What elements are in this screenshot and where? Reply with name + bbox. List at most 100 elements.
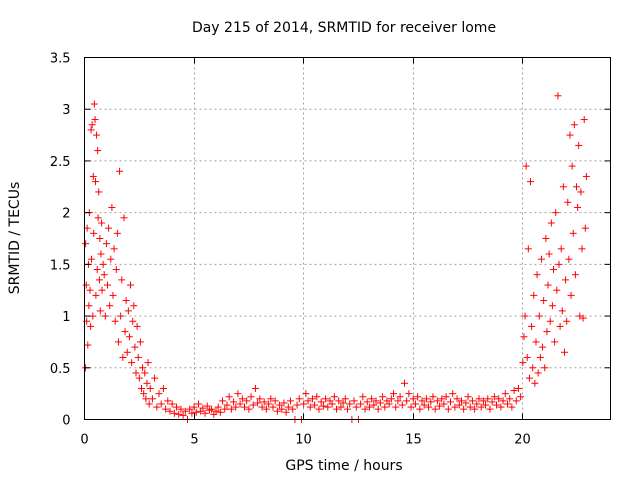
data-point xyxy=(123,348,131,356)
data-point xyxy=(148,395,156,403)
data-point xyxy=(493,401,501,409)
data-point xyxy=(311,401,319,409)
data-point xyxy=(359,393,367,401)
y-tick-label: 3.5 xyxy=(50,52,71,67)
data-point xyxy=(96,307,104,315)
data-point xyxy=(295,395,303,403)
data-point xyxy=(89,172,97,180)
data-point xyxy=(216,408,224,416)
data-point xyxy=(560,348,568,356)
data-point xyxy=(479,397,487,405)
data-point xyxy=(573,183,581,191)
data-points xyxy=(82,92,590,423)
data-point xyxy=(179,411,187,419)
data-point xyxy=(159,384,167,392)
data-point xyxy=(579,314,587,322)
data-point xyxy=(265,400,273,408)
data-point xyxy=(131,343,139,351)
data-point xyxy=(365,403,373,411)
data-point xyxy=(98,219,106,227)
data-point xyxy=(477,403,485,411)
data-point xyxy=(559,183,567,191)
data-point xyxy=(258,403,266,411)
data-point xyxy=(497,403,505,411)
data-point xyxy=(379,393,387,401)
y-tick-label: 0 xyxy=(62,414,70,429)
data-point xyxy=(136,338,144,346)
data-point xyxy=(166,407,174,415)
data-point xyxy=(111,317,119,325)
data-point xyxy=(522,162,530,170)
data-point xyxy=(555,260,563,268)
data-point xyxy=(232,403,240,411)
data-point xyxy=(581,224,589,232)
data-point xyxy=(143,379,151,387)
data-point xyxy=(133,322,141,330)
data-point xyxy=(269,403,277,411)
data-point xyxy=(330,393,338,401)
data-point xyxy=(431,405,439,413)
data-point xyxy=(457,397,465,405)
data-point xyxy=(110,245,118,253)
data-point xyxy=(105,224,113,232)
data-point xyxy=(396,393,404,401)
data-point xyxy=(101,312,109,320)
data-point xyxy=(132,369,140,377)
data-point xyxy=(92,291,100,299)
data-point xyxy=(563,317,571,325)
data-point xyxy=(381,403,389,411)
data-point xyxy=(129,317,137,325)
data-point xyxy=(429,393,437,401)
data-point xyxy=(238,395,246,403)
data-point xyxy=(529,364,537,372)
data-point xyxy=(564,198,572,206)
data-point xyxy=(525,374,533,382)
data-point xyxy=(82,240,90,248)
x-tick-labels: 0 5 10 15 20 xyxy=(80,433,530,448)
data-point xyxy=(551,338,559,346)
data-point xyxy=(580,116,588,124)
data-point xyxy=(87,322,95,330)
data-point xyxy=(94,147,102,155)
data-point xyxy=(300,400,308,408)
data-point xyxy=(271,397,279,405)
data-point xyxy=(214,403,222,411)
data-point xyxy=(315,405,323,413)
data-point xyxy=(276,401,284,409)
data-point xyxy=(520,333,528,341)
data-point xyxy=(313,393,321,401)
data-point xyxy=(82,281,90,289)
data-point xyxy=(335,397,343,405)
data-point xyxy=(387,395,395,403)
data-point xyxy=(565,255,573,263)
data-point xyxy=(177,405,185,413)
data-point xyxy=(284,403,292,411)
data-point xyxy=(352,403,360,411)
data-point xyxy=(524,245,532,253)
data-point xyxy=(142,395,150,403)
data-point xyxy=(482,401,490,409)
data-point xyxy=(108,203,116,211)
data-point xyxy=(552,209,560,217)
data-point xyxy=(542,235,550,242)
data-point xyxy=(398,401,406,409)
data-point xyxy=(414,393,422,401)
x-tick-label: 20 xyxy=(514,433,531,448)
data-point xyxy=(141,369,149,377)
data-point xyxy=(146,384,154,392)
data-point xyxy=(93,266,101,274)
data-point xyxy=(473,400,481,408)
data-point xyxy=(545,250,553,258)
data-point xyxy=(175,410,183,418)
data-point xyxy=(254,399,262,407)
data-point xyxy=(357,400,365,408)
data-point xyxy=(534,369,542,377)
data-point xyxy=(225,393,233,401)
data-point xyxy=(157,400,165,408)
data-point xyxy=(528,322,536,330)
data-point xyxy=(488,398,496,406)
data-point xyxy=(116,167,124,175)
data-point xyxy=(540,297,548,305)
y-tick-label: 2 xyxy=(62,207,70,222)
data-point xyxy=(455,401,463,409)
